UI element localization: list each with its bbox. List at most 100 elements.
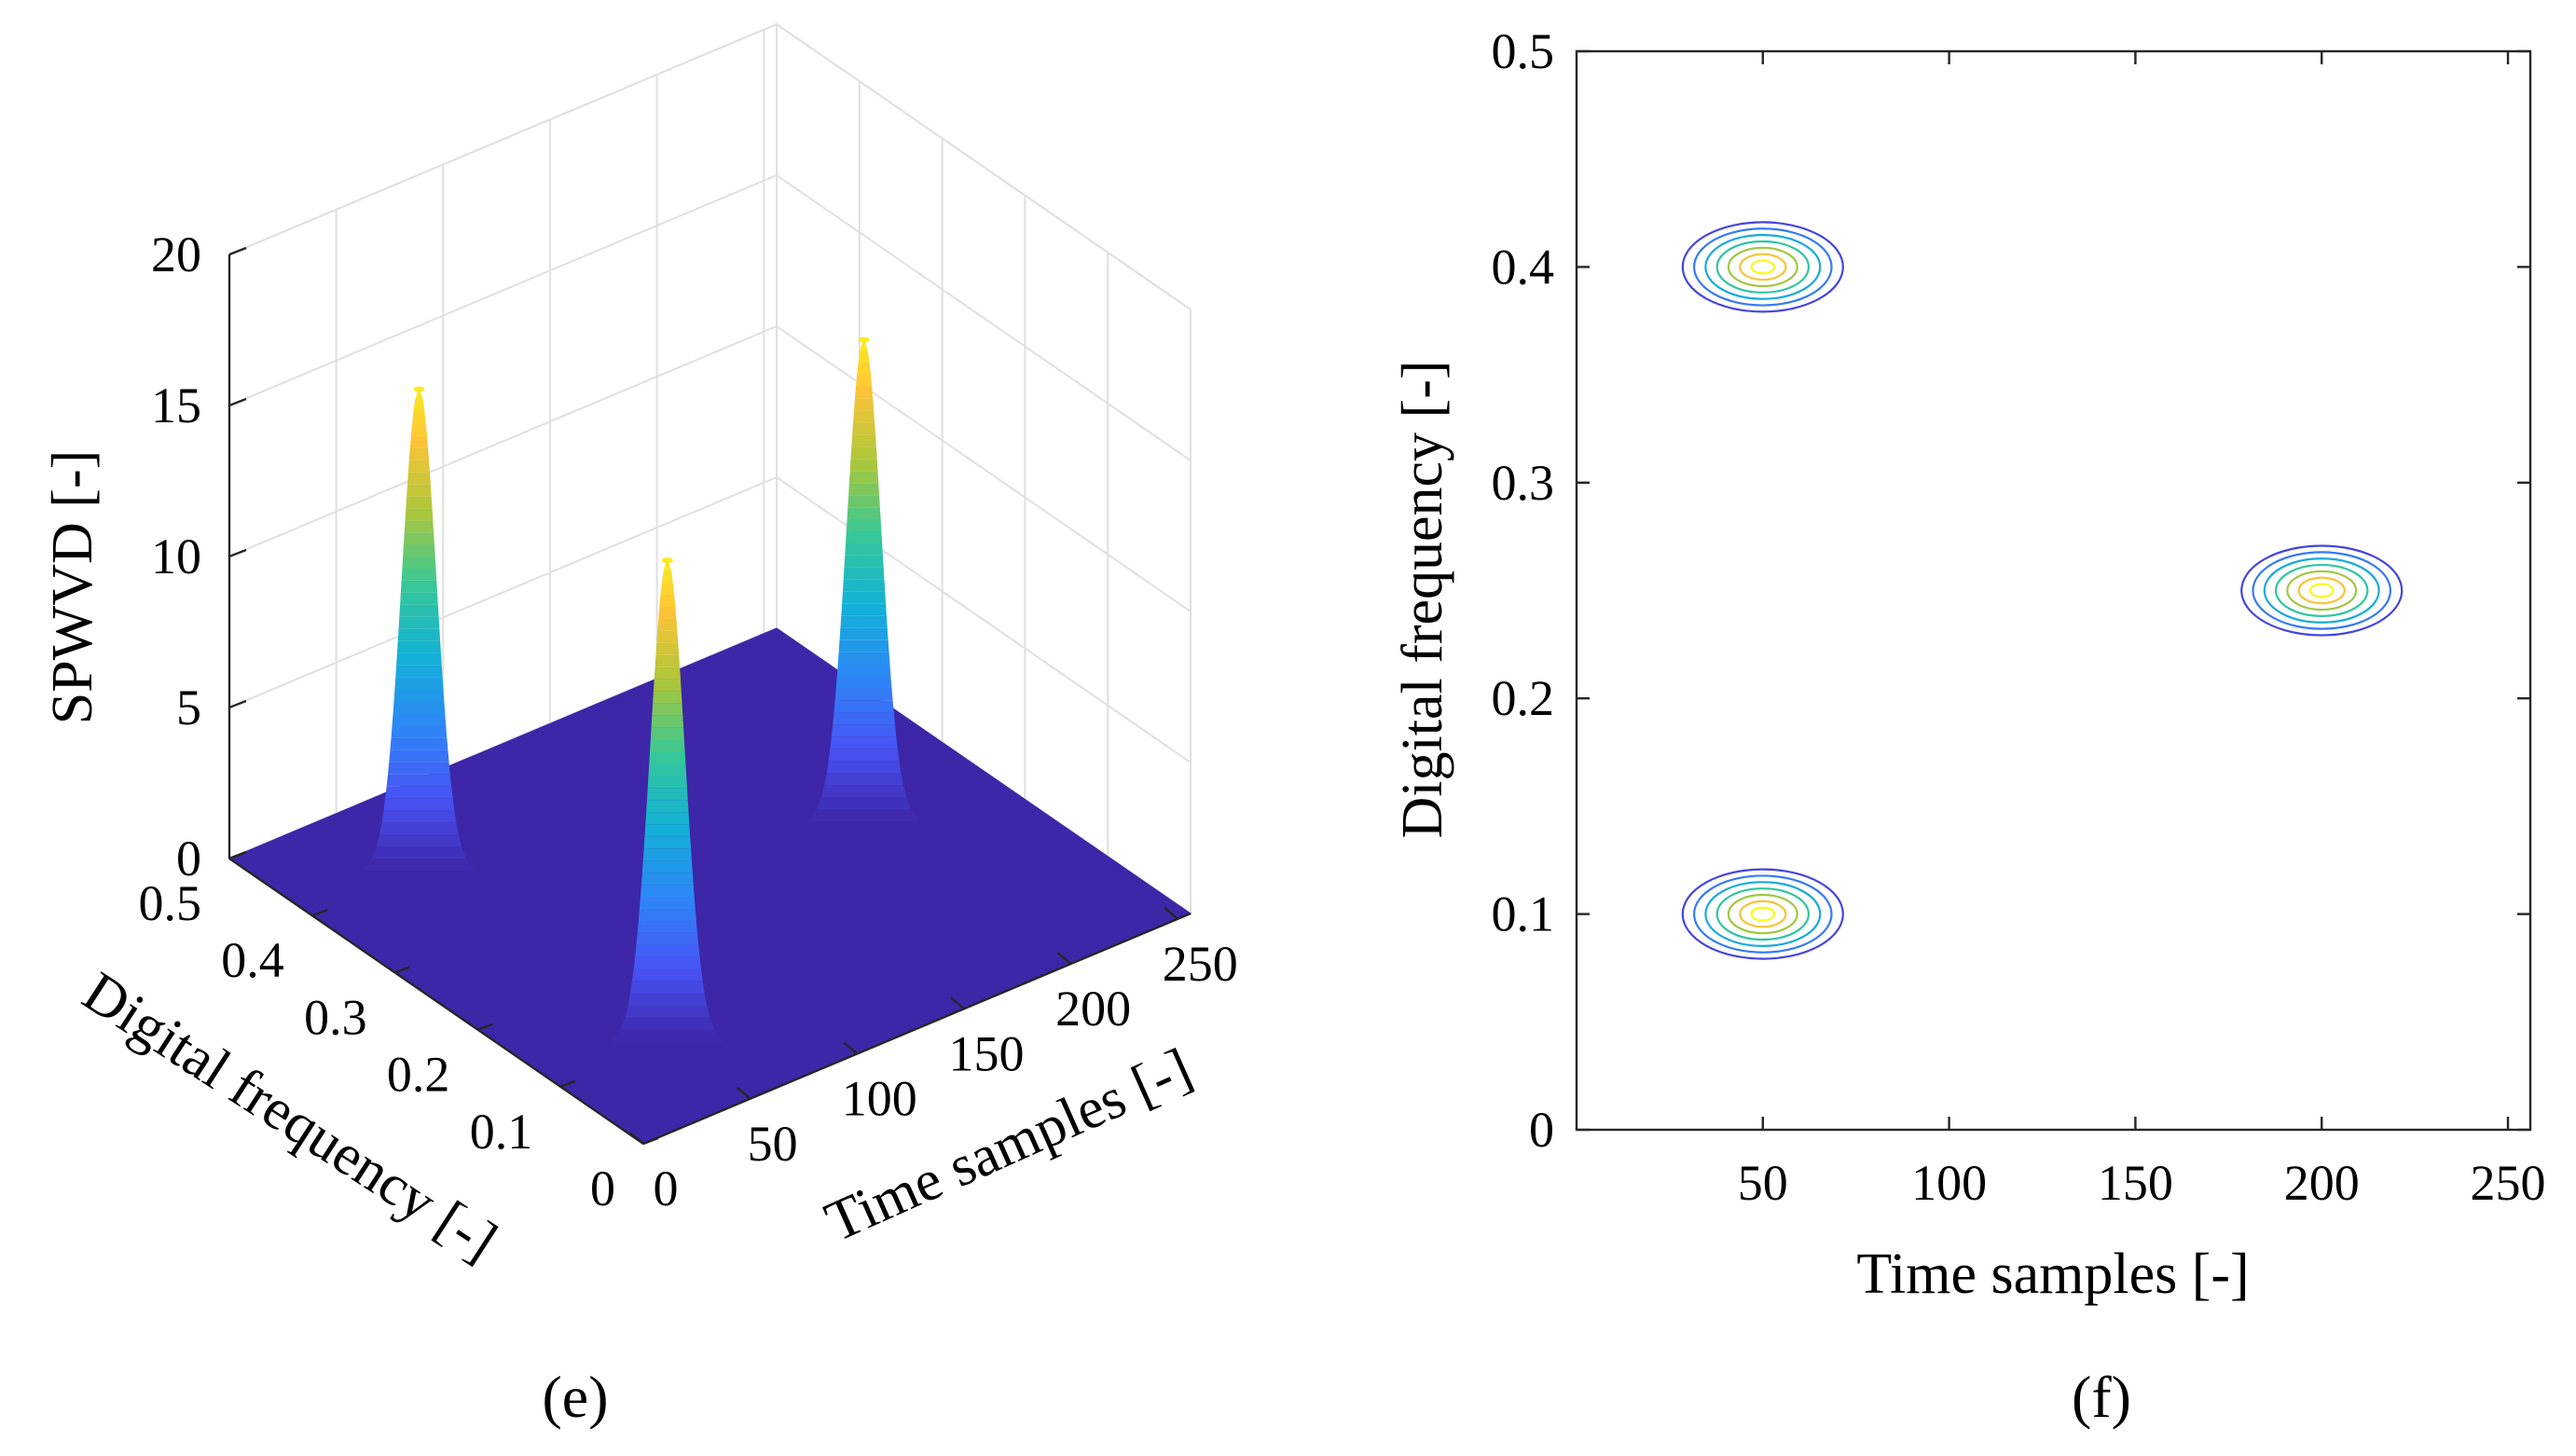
peak-band [857, 362, 871, 375]
z-tick-mark [228, 246, 247, 256]
contour-line [1715, 887, 1811, 941]
contour-line [1704, 234, 1822, 300]
peak-band [645, 812, 690, 825]
peak-band [648, 763, 687, 776]
y-tick-label: 0.3 [1492, 455, 1555, 511]
peak-band [850, 446, 877, 460]
contour-line [1727, 246, 1798, 288]
peak-band [644, 824, 691, 837]
peak-band [393, 701, 446, 714]
peak-band [845, 543, 883, 556]
surface-peak [612, 557, 723, 1042]
peak-band [846, 519, 882, 531]
peak-band [860, 337, 868, 350]
peak-band [835, 676, 892, 689]
peak-band [838, 639, 889, 652]
peak-band [633, 956, 702, 969]
peak-band [394, 677, 444, 690]
peak-band [393, 689, 445, 702]
y-tick-mark [476, 1023, 493, 1031]
z-tick-mark [228, 699, 247, 709]
peak-band [654, 654, 681, 667]
peak-band [385, 786, 453, 799]
peak-band [808, 809, 920, 822]
peak-band [834, 688, 893, 701]
x-tick-label: 100 [842, 1071, 917, 1127]
peak-band [637, 920, 697, 933]
peak-band [824, 773, 903, 786]
peak-band [397, 628, 441, 641]
peak-band [646, 788, 688, 801]
peak-band [833, 700, 894, 713]
contour-x-axis-label: Time samples [-] [1856, 1243, 2249, 1306]
contour-plot-frame [1575, 49, 2532, 1132]
peak-band [853, 398, 875, 411]
peak-band [647, 776, 687, 789]
peak-tip [661, 557, 673, 564]
surface-plot-panel: 0510152005010015020025000.10.20.30.40.5 … [41, 22, 1238, 1430]
peak-band [627, 993, 708, 1006]
peak-band [843, 567, 885, 580]
y-tick-label: 0.3 [304, 989, 367, 1045]
x-tick-label: 200 [1055, 981, 1131, 1037]
peak-band [639, 897, 696, 909]
contour-line [1739, 900, 1787, 928]
peak-band [379, 822, 459, 835]
peak-band [649, 751, 686, 764]
peak-band [643, 836, 692, 849]
y-tick-label: 0 [590, 1161, 615, 1216]
peak-band [653, 691, 682, 704]
peak-band [620, 1017, 715, 1030]
contour-line [2274, 563, 2369, 618]
peak-band [661, 570, 673, 584]
peak-band [401, 568, 437, 581]
x-tick-mark [736, 1086, 751, 1100]
x-tick-mark [843, 1041, 859, 1055]
contour-line [2286, 570, 2358, 611]
peak-band [371, 846, 466, 858]
peak-band [396, 652, 442, 666]
peak-band [376, 834, 461, 847]
peak-band [854, 386, 874, 399]
contour-line [1750, 906, 1776, 922]
peak-band [641, 872, 694, 886]
x-tick-mark [1164, 906, 1179, 920]
peak-band [650, 727, 684, 740]
peak-band [635, 944, 700, 957]
contour-line [1681, 221, 1844, 313]
peak-band [830, 736, 898, 749]
contour-line [1692, 874, 1833, 954]
contour-line [1692, 227, 1833, 307]
x-tick-label: 150 [2098, 1155, 2173, 1211]
y-tick-label: 0.2 [1492, 670, 1555, 726]
panel-label-e: (e) [542, 1364, 608, 1430]
z-tick-label: 20 [151, 227, 201, 282]
contour-line [2240, 544, 2404, 637]
peak-tip [413, 386, 425, 392]
peak-band [831, 724, 897, 737]
peak-band [837, 652, 890, 665]
peak-tip [858, 337, 870, 343]
z-tick-label: 10 [151, 529, 201, 584]
y-tick-mark [394, 966, 411, 974]
y-tick-label: 0.1 [1492, 886, 1555, 942]
contour-line [1704, 881, 1822, 947]
peak-band [631, 968, 703, 982]
peak-band [840, 615, 888, 628]
peak-band [386, 774, 452, 787]
peak-band [642, 848, 692, 861]
peak-band [638, 908, 696, 921]
peak-band [646, 800, 689, 813]
peak-band [856, 374, 873, 387]
peak-band [407, 460, 430, 473]
peak-band [395, 665, 443, 678]
peak-band [636, 932, 699, 945]
x-tick-label: 250 [1163, 936, 1238, 992]
peak-band [612, 1029, 723, 1042]
peak-band [842, 591, 887, 604]
surface-z-axis-label: SPWVD [-] [41, 450, 104, 724]
contour-group [1681, 868, 1844, 960]
peak-band [390, 737, 448, 750]
